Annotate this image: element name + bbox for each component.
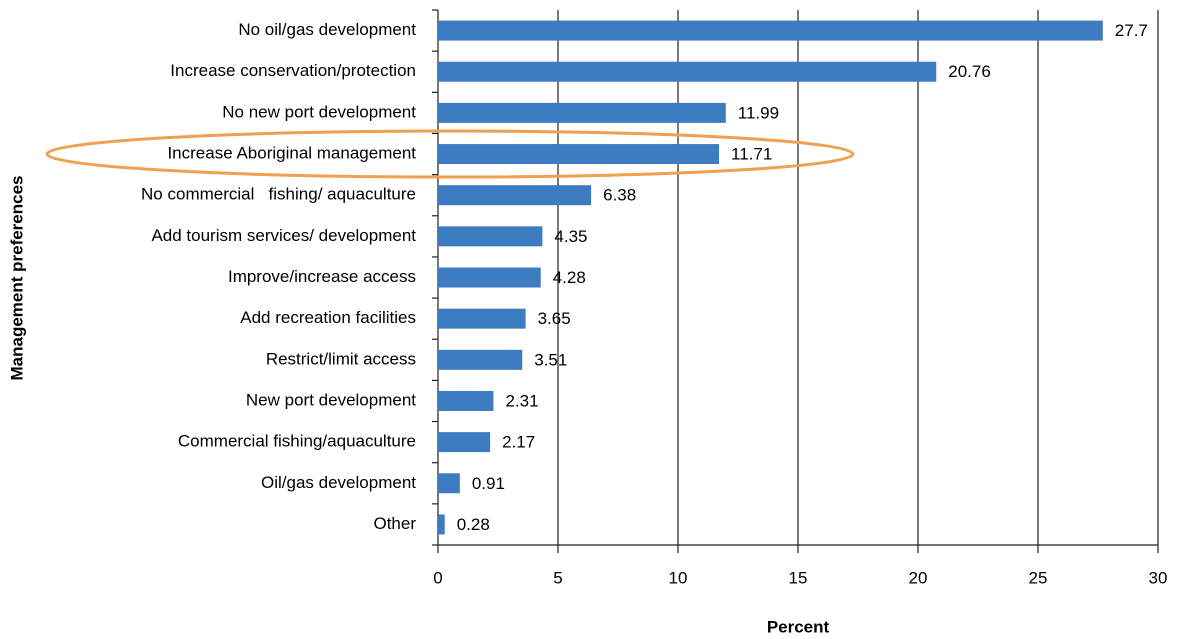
y-axis-title: Management preferences bbox=[7, 175, 26, 380]
bar bbox=[438, 432, 491, 453]
data-label: 0.91 bbox=[472, 474, 505, 493]
data-label: 2.31 bbox=[505, 391, 538, 410]
bar bbox=[438, 267, 541, 288]
bar bbox=[438, 185, 592, 206]
data-label: 27.7 bbox=[1115, 21, 1148, 40]
y-tick-label: Add recreation facilities bbox=[240, 308, 416, 327]
bar bbox=[438, 144, 720, 165]
y-tick-label: No oil/gas development bbox=[238, 20, 416, 39]
x-tick-label: 30 bbox=[1149, 568, 1168, 587]
x-tick-label: 20 bbox=[909, 568, 928, 587]
y-tick-label: Restrict/limit access bbox=[266, 349, 416, 368]
bar bbox=[438, 61, 937, 82]
y-tick-label: No new port development bbox=[222, 102, 416, 121]
bar bbox=[438, 514, 445, 535]
y-tick-label: Other bbox=[373, 514, 416, 533]
data-label: 3.65 bbox=[538, 309, 571, 328]
bar bbox=[438, 308, 526, 329]
y-tick-label: Increase conservation/protection bbox=[170, 61, 416, 80]
bar bbox=[438, 226, 543, 247]
highlight-ellipse bbox=[45, 129, 855, 179]
x-tick-label: 15 bbox=[789, 568, 808, 587]
x-axis-title: Percent bbox=[767, 617, 830, 636]
x-tick-label: 25 bbox=[1029, 568, 1048, 587]
data-label: 6.38 bbox=[603, 186, 636, 205]
x-tick-label: 0 bbox=[433, 568, 442, 587]
data-label: 3.51 bbox=[534, 350, 567, 369]
data-label: 20.76 bbox=[948, 62, 991, 81]
y-tick-label: Increase Aboriginal management bbox=[167, 144, 416, 163]
y-tick-label: Commercial fishing/aquaculture bbox=[178, 432, 416, 451]
data-label: 4.28 bbox=[553, 268, 586, 287]
bar bbox=[438, 102, 726, 123]
data-label: 2.17 bbox=[502, 433, 535, 452]
data-label: 4.35 bbox=[554, 227, 587, 246]
data-label: 11.71 bbox=[731, 145, 772, 164]
y-tick-label: Oil/gas development bbox=[261, 473, 416, 492]
data-label: 0.28 bbox=[457, 515, 490, 534]
bar bbox=[438, 349, 523, 370]
bar bbox=[438, 473, 460, 494]
data-label: 11.99 bbox=[738, 103, 779, 122]
y-tick-label: Improve/increase access bbox=[228, 267, 416, 286]
y-tick-label: New port development bbox=[246, 390, 416, 409]
x-tick-label: 10 bbox=[669, 568, 688, 587]
bar bbox=[438, 390, 494, 411]
x-tick-label: 5 bbox=[553, 568, 562, 587]
y-tick-label: No commercial fishing/ aquaculture bbox=[141, 185, 416, 204]
y-tick-label: Add tourism services/ development bbox=[151, 226, 416, 245]
bar bbox=[438, 20, 1103, 41]
